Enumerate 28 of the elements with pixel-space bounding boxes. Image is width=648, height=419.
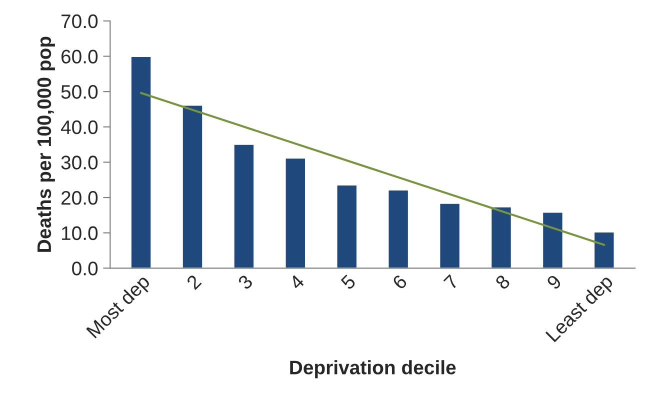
x-tick-label: 3 (237, 274, 254, 290)
bar (284, 157, 306, 268)
x-axis-title: Deprivation decile (290, 360, 456, 378)
y-tick-label: 50.0 (61, 85, 98, 99)
bar (593, 231, 616, 268)
bar (182, 104, 204, 268)
y-axis-title: Deaths per 100,000 pop (36, 36, 55, 252)
x-tick-label: 6 (392, 274, 408, 290)
y-tick-label: 20.0 (61, 190, 98, 205)
bar (490, 206, 512, 268)
bar (232, 144, 255, 268)
bar (438, 202, 461, 268)
y-tick-label: 60.0 (62, 50, 98, 64)
x-tick-label: 8 (494, 274, 511, 290)
y-tick-label: 30.0 (61, 156, 98, 170)
x-tick-label: 2 (186, 274, 202, 290)
x-tick-label: 5 (340, 274, 356, 290)
y-tick-label: 40.0 (60, 120, 98, 134)
x-tick-label: 9 (546, 274, 562, 290)
y-tick-label: 10.0 (62, 226, 98, 240)
bar (542, 211, 564, 268)
y-tick-label: 0.0 (72, 262, 98, 276)
x-tick-label: 7 (443, 274, 460, 290)
x-tick-label: 4 (288, 274, 305, 290)
bar (387, 189, 410, 268)
y-tick-label: 70.0 (62, 14, 98, 28)
bar (336, 184, 358, 268)
bar (130, 56, 152, 268)
